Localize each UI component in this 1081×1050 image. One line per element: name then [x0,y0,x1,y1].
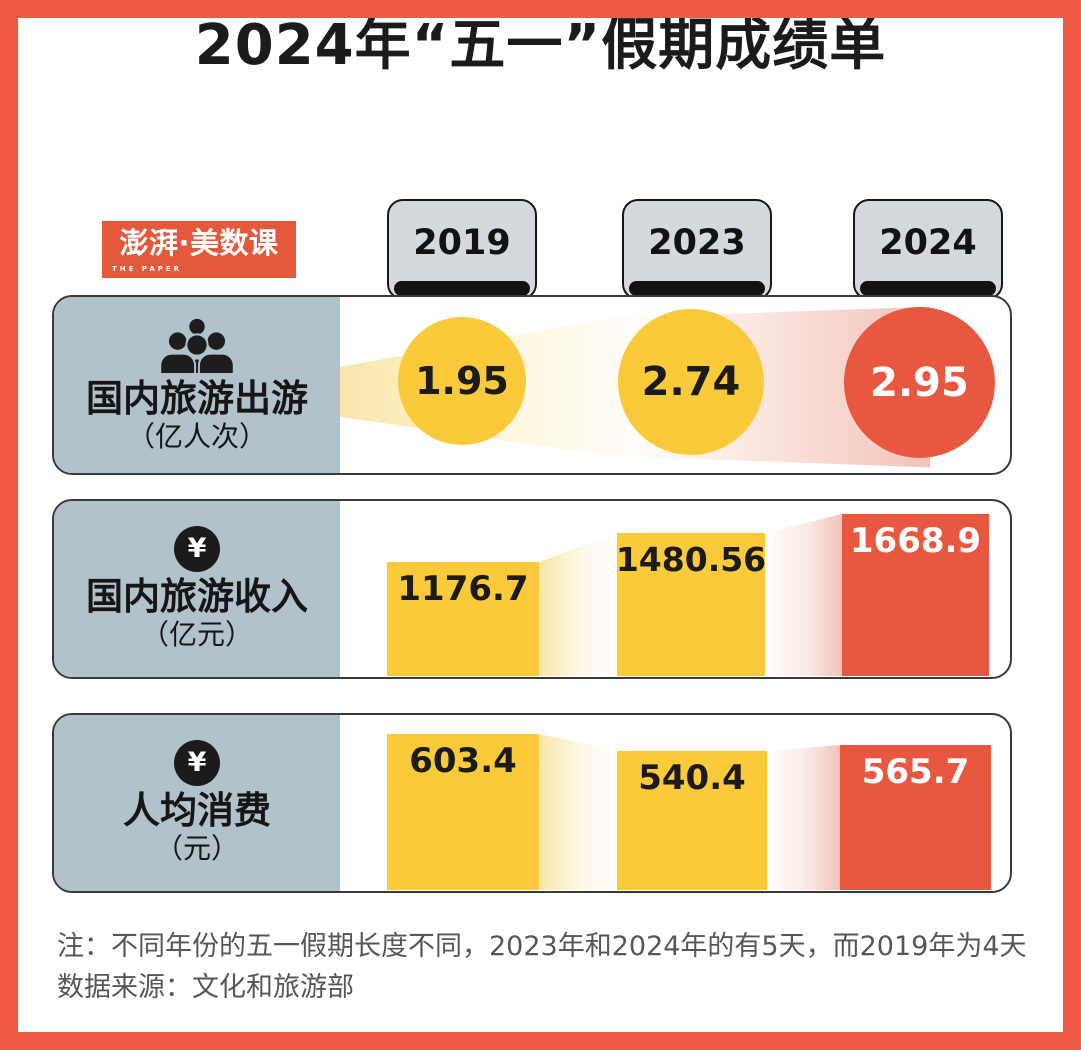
tab-base-bar [394,281,530,296]
row-label: 人均消费 [123,788,271,832]
row-per-capita-spending: ¥ 人均消费 （元） 603.4 540.4 565.7 [52,713,1012,893]
row-unit: （亿人次） [126,420,267,454]
yen-icon: ¥ [174,525,220,572]
value-revenue-2024: 1668.9 [849,521,982,561]
page-title: 2024年“五一”假期成绩单 [194,13,887,78]
data-bar-2024: 1668.9 [842,514,989,676]
year-tab-2023: 2023 [622,199,772,300]
row-domestic-trips: 国内旅游出游 （亿人次） 1.95 2.74 2.95 [52,295,1012,475]
row-label: 国内旅游出游 [86,376,308,420]
data-source: 数据来源：文化和旅游部 [57,972,354,1003]
bar-connector [539,734,617,890]
row-label-panel-revenue: ¥ 国内旅游收入 （亿元） [54,501,340,677]
yen-icon: ¥ [174,739,220,786]
year-tab-2019: 2019 [387,199,537,300]
row-label-panel-trips: 国内旅游出游 （亿人次） [54,297,340,473]
data-bar-2024: 565.7 [840,745,991,890]
row-label-panel-spending: ¥ 人均消费 （元） [54,715,340,891]
value-spending-2023: 540.4 [638,758,746,798]
bar-connector [539,533,617,676]
year-label-2023: 2023 [648,222,746,263]
logo-sub-text: THE PAPER [112,265,183,273]
bar-connector [765,514,842,676]
bar-connector [767,745,840,890]
row-unit: （元） [154,832,239,866]
year-tab-2024: 2024 [853,199,1003,300]
data-bar-2019: 1176.7 [387,562,539,676]
tab-base-bar [629,281,765,296]
data-bar-2023: 540.4 [617,751,767,890]
footnote: 注：不同年份的五一假期长度不同，2023年和2024年的有5天，而2019年为4… [57,931,1027,962]
logo-the-paper: 澎湃·美数课 THE PAPER [102,221,296,278]
data-circle-2023: 2.74 [618,309,764,455]
row-tourism-revenue: ¥ 国内旅游收入 （亿元） 1176.7 1480.56 1668.9 [52,499,1012,679]
data-circle-2024: 2.95 [844,307,995,458]
value-spending-2024: 565.7 [861,752,970,792]
data-circle-2019: 1.95 [398,317,526,445]
value-revenue-2023: 1480.56 [615,540,767,579]
year-label-2024: 2024 [879,222,977,263]
value-trips-2024: 2.95 [870,359,969,406]
value-revenue-2019: 1176.7 [397,569,529,609]
logo-main-text: 澎湃·美数课 [119,226,279,260]
value-spending-2019: 603.4 [409,741,517,781]
tab-base-bar [860,281,996,296]
data-bar-2023: 1480.56 [615,533,767,676]
row-label: 国内旅游收入 [86,574,308,618]
value-trips-2019: 1.95 [415,359,509,403]
value-trips-2023: 2.74 [641,359,741,405]
year-label-2019: 2019 [413,222,511,263]
row-unit: （亿元） [140,618,253,652]
crowd-icon [153,316,241,374]
data-bar-2019: 603.4 [387,734,539,890]
